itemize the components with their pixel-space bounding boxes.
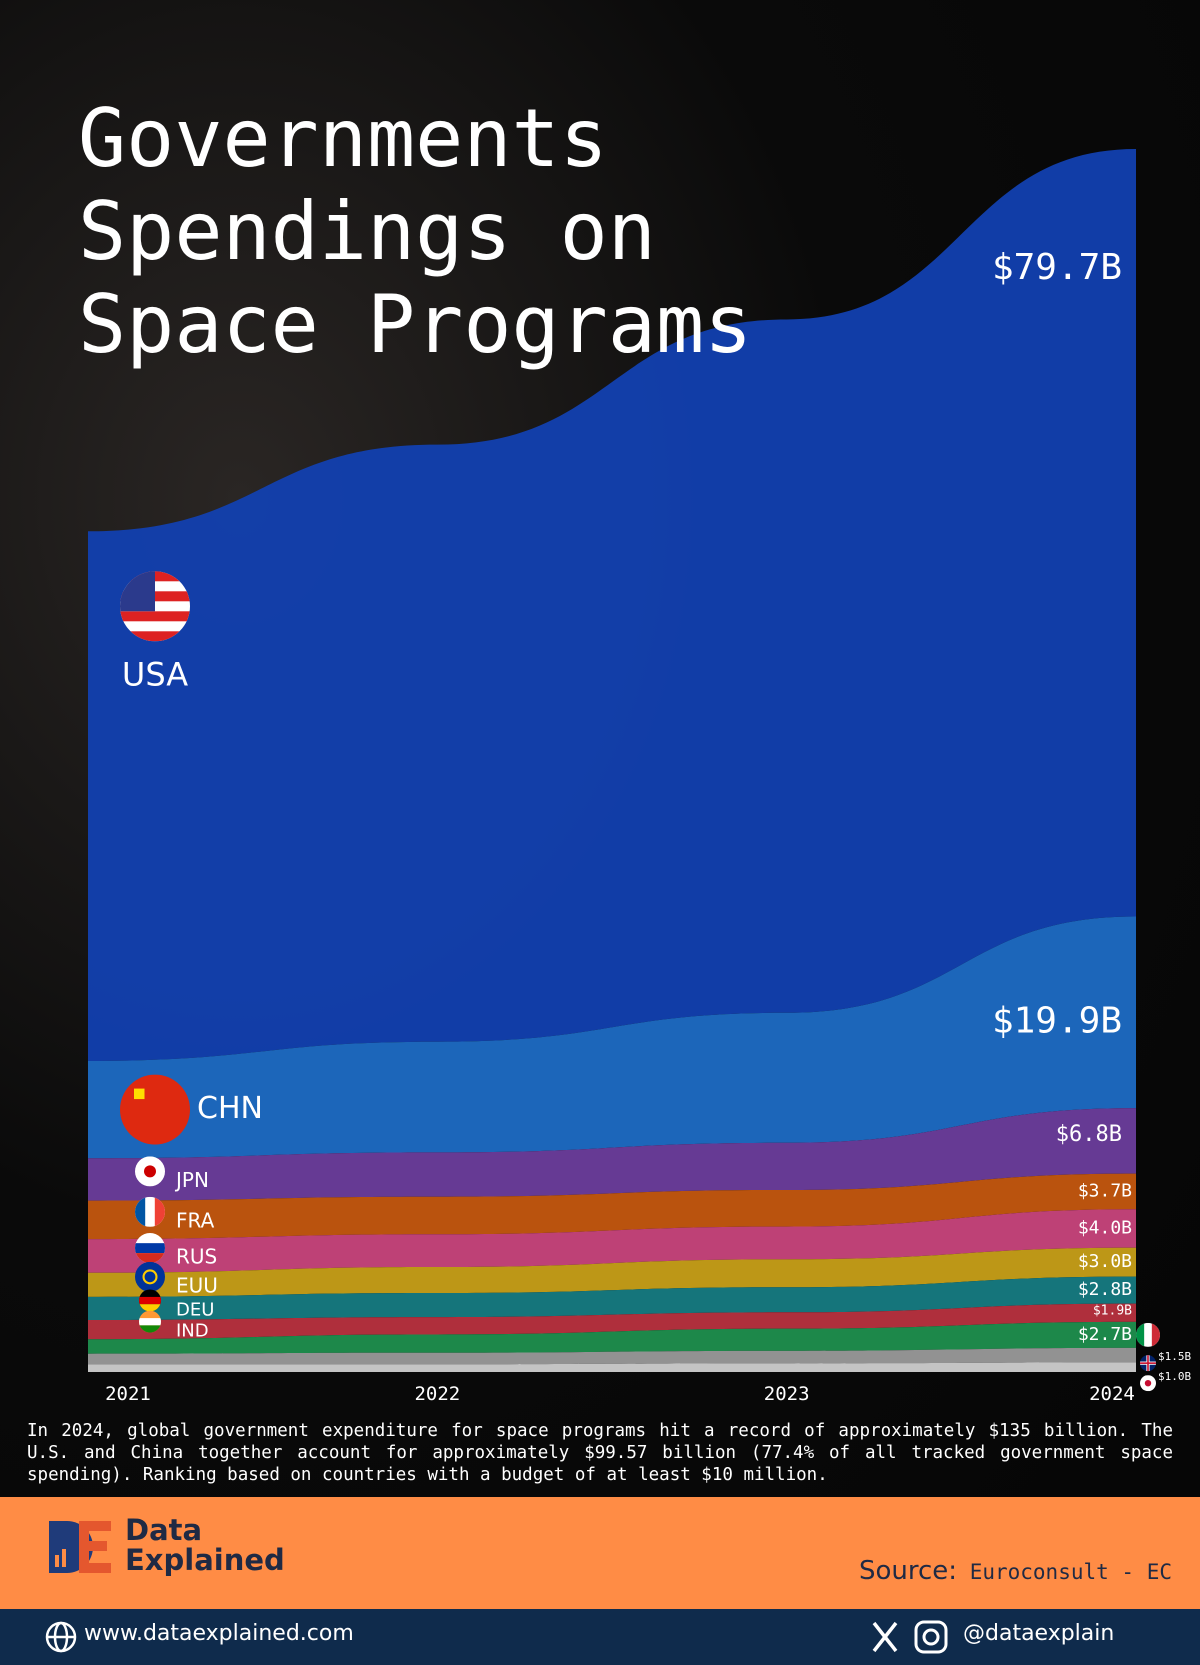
area <box>88 1362 1136 1372</box>
source-text: Euroconsult - EC <box>969 1560 1172 1584</box>
area <box>88 1303 1136 1340</box>
area <box>88 148 1136 1061</box>
series-label: DEU <box>176 1299 214 1320</box>
value-label: $79.7B <box>992 247 1122 288</box>
flag <box>139 1310 161 1333</box>
x-tick-label: 2023 <box>764 1383 810 1405</box>
series-label: USA <box>122 655 188 693</box>
series-label: IND <box>176 1321 209 1342</box>
handle: @dataexplain <box>963 1621 1115 1646</box>
flag-part <box>1144 1379 1152 1387</box>
area <box>88 1108 1136 1201</box>
flag-part <box>139 1296 161 1305</box>
series-label: RUS <box>176 1244 217 1268</box>
series-label: FRA <box>176 1208 215 1232</box>
flag <box>135 1261 165 1292</box>
flag-part <box>135 1243 165 1254</box>
area <box>88 916 1136 1159</box>
series-label: EUU <box>176 1273 218 1297</box>
chart-title: Governments Spendings on Space Programs <box>78 92 753 371</box>
flag <box>120 571 190 642</box>
area <box>88 1247 1136 1297</box>
flag-part <box>144 1165 156 1178</box>
flag-part <box>139 1304 161 1312</box>
area <box>88 1276 1136 1320</box>
source-label: Source: <box>858 1556 958 1586</box>
value-label: $2.7B <box>1078 1324 1132 1345</box>
flag <box>135 1232 165 1263</box>
area <box>88 1321 1136 1354</box>
x-tick-label: 2024 <box>1089 1383 1135 1405</box>
flag-part <box>144 1271 156 1283</box>
x-tick-label: 2021 <box>105 1383 151 1405</box>
area <box>88 1173 1136 1240</box>
flag-part <box>139 1318 161 1326</box>
flag-part <box>1147 1355 1149 1372</box>
series-label: JPN <box>174 1168 209 1192</box>
brand-top: Data <box>125 1513 203 1547</box>
flag-part <box>134 1088 145 1100</box>
flag-part <box>120 1074 190 1145</box>
flag-part <box>1151 1322 1160 1347</box>
value-label: $6.8B <box>1056 1122 1122 1147</box>
value-label: $4.0B <box>1078 1218 1132 1239</box>
flag-part <box>139 1325 161 1333</box>
flag-part <box>120 611 190 622</box>
description: In 2024, global government expenditure f… <box>27 1421 1173 1485</box>
flag <box>1140 1355 1156 1372</box>
flag-part <box>154 1196 165 1227</box>
social-icons <box>872 1620 948 1654</box>
flag <box>1136 1322 1160 1347</box>
logo <box>49 1521 111 1573</box>
flag-part <box>120 631 190 642</box>
value-label: $3.0B <box>1078 1251 1132 1272</box>
flag <box>135 1196 165 1227</box>
website: www.dataexplained.com <box>84 1621 354 1646</box>
flag <box>139 1289 161 1312</box>
flag-part <box>135 1253 165 1263</box>
value-label: $19.9B <box>992 1000 1122 1041</box>
value-label: $2.8B <box>1078 1279 1132 1300</box>
flag-part <box>1136 1322 1145 1347</box>
source: Source: Euroconsult - EC <box>859 1556 1172 1586</box>
flag <box>135 1156 165 1187</box>
brand-bottom: Explained <box>125 1543 285 1577</box>
flag <box>120 1074 190 1145</box>
x-tick-label: 2022 <box>414 1383 460 1405</box>
globe-icon <box>45 1621 77 1653</box>
area <box>88 1347 1136 1365</box>
flag-part <box>135 1196 146 1227</box>
value-label: $1.0B <box>1158 1370 1191 1383</box>
flag <box>1140 1375 1156 1392</box>
value-label: $1.5B <box>1158 1350 1191 1363</box>
value-label: $1.9B <box>1093 1303 1132 1318</box>
area <box>88 1209 1136 1273</box>
footer-band: Data Explained <box>0 1497 1200 1609</box>
value-label: $3.7B <box>1078 1180 1132 1201</box>
series-label: CHN <box>197 1091 263 1126</box>
footer-bar <box>0 1609 1200 1665</box>
